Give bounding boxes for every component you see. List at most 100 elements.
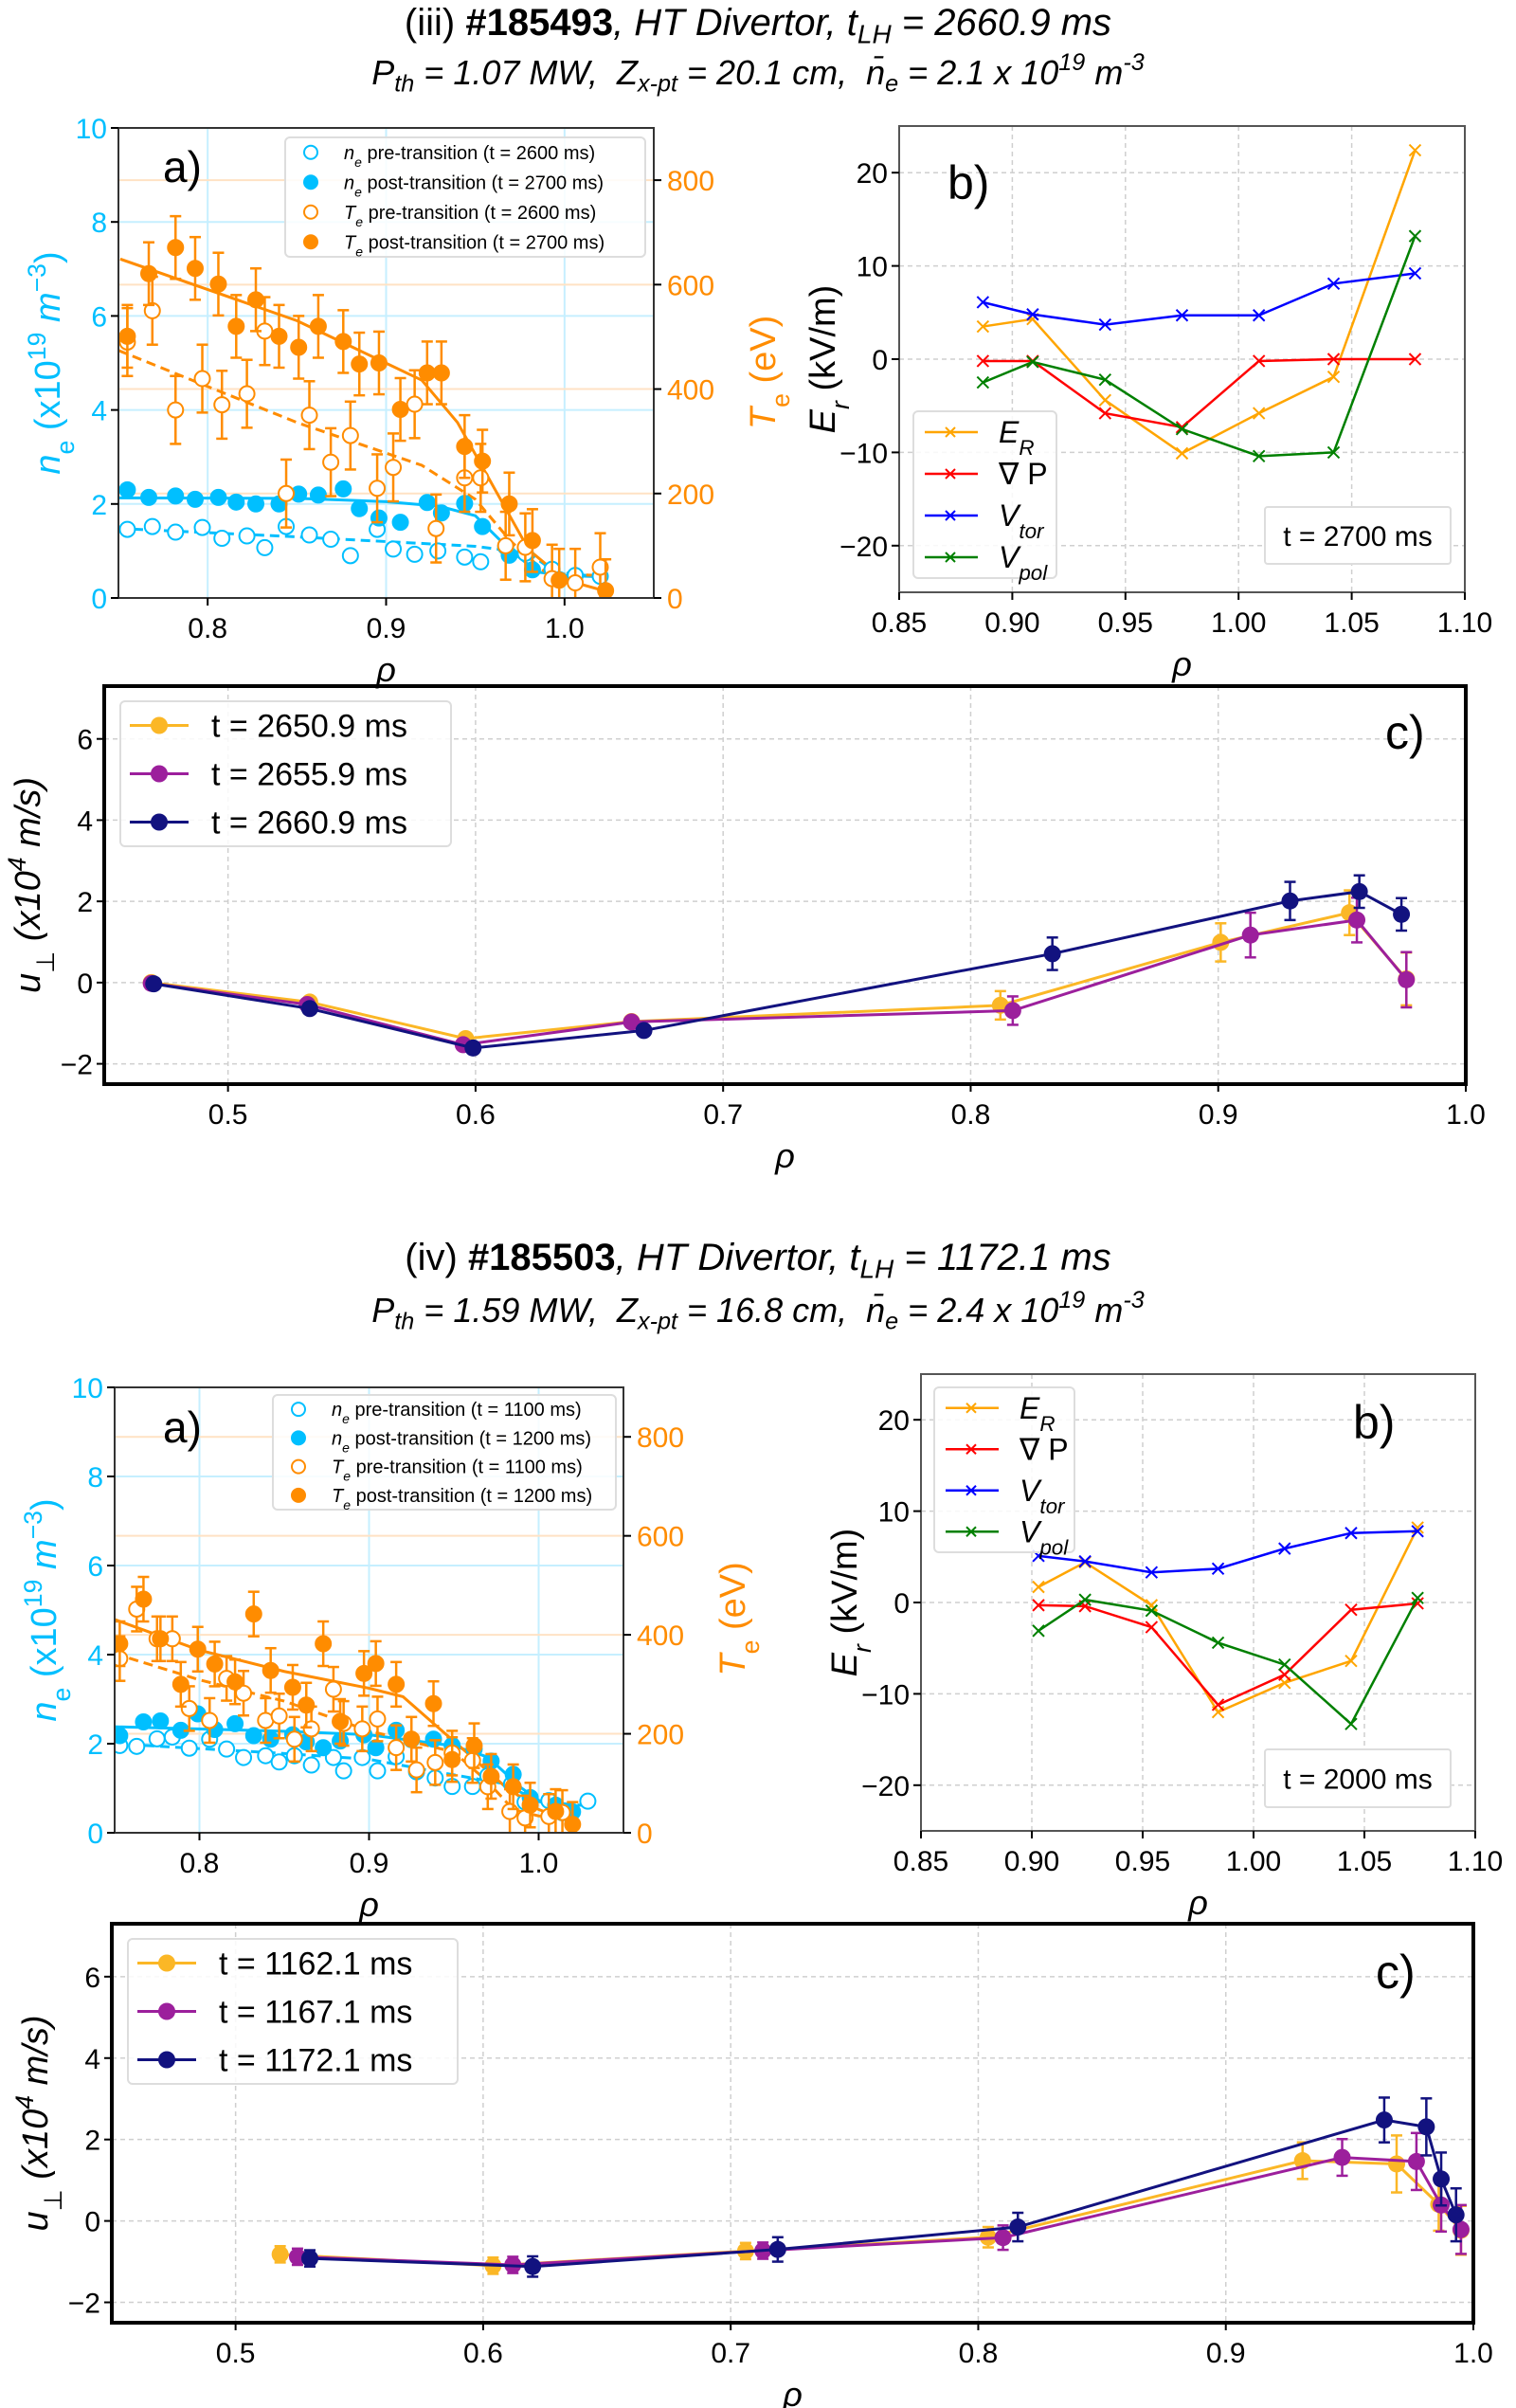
data-point: [171, 1675, 190, 1693]
x-tick-label: 1.0: [545, 613, 585, 644]
y-right-axis-label-part: T: [713, 1652, 753, 1676]
data-point: [1393, 905, 1411, 923]
x-marker: [1326, 445, 1341, 460]
data-point: [270, 327, 288, 345]
legend-frame: [119, 700, 452, 847]
y-tick-label: 0: [77, 969, 93, 1000]
series-1: [1032, 1597, 1424, 1711]
y-axis-label-part: n: [28, 454, 68, 474]
x-axis-label: ρ: [358, 1885, 379, 1924]
title-segment: = 1172.1 ms: [893, 1237, 1111, 1278]
y-axis-label-part: m/s): [16, 2015, 56, 2094]
plot-area: [899, 126, 1465, 592]
data-point: [1043, 945, 1061, 963]
legend-marker: [945, 468, 956, 480]
data-point: [1348, 911, 1366, 929]
y-tick-label: −20: [861, 1771, 910, 1802]
x-marker: [1026, 355, 1039, 369]
series-0: [1032, 1521, 1424, 1719]
title-segment: , HT Divertor, t: [615, 1237, 860, 1278]
y-axis-label-part: 4: [3, 857, 31, 871]
y-right-tick-label: 200: [637, 1720, 684, 1751]
x-tick-label: 0.9: [1206, 2338, 1246, 2369]
series-line: [280, 2159, 1463, 2268]
series-0: [271, 2134, 1470, 2275]
data-point: [135, 1590, 153, 1608]
y-axis-label-part: m/s): [9, 777, 48, 857]
data-point: [403, 1730, 421, 1748]
x-tick-label: 0.6: [463, 2338, 503, 2369]
x-tick-label: 1.10: [1437, 607, 1492, 639]
panel-label: a): [163, 142, 202, 191]
title-segment: , HT Divertor, t: [613, 2, 857, 44]
x-marker: [1145, 1603, 1159, 1618]
y-tick-label: 2: [91, 490, 107, 521]
y-tick-label: 2: [77, 887, 93, 918]
x-tick-label: 0.6: [456, 1099, 496, 1131]
panel-label: a): [163, 1403, 202, 1452]
data-point: [145, 975, 163, 993]
data-point: [1407, 2152, 1425, 2170]
x-marker: [1408, 353, 1422, 366]
x-marker: [1252, 354, 1266, 368]
y-axis-label-part: ⊥: [31, 951, 60, 973]
x-marker: [1145, 1620, 1159, 1634]
data-point: [504, 1778, 522, 1796]
data-point: [148, 1729, 166, 1747]
title-segment: (iv): [405, 1237, 468, 1278]
data-point: [115, 1635, 129, 1653]
x-tick-label: 0.7: [711, 2338, 750, 2369]
data-point: [143, 517, 161, 535]
data-point: [443, 1750, 461, 1768]
legend-marker: [151, 813, 168, 831]
legend-frame: [284, 136, 646, 258]
x-tick-label: 0.8: [188, 613, 227, 644]
series-0: [976, 143, 1422, 461]
data-point: [623, 1013, 641, 1031]
panel-label: b): [1353, 1396, 1395, 1449]
legend-label-part: pol: [1018, 561, 1048, 585]
plot-area: [104, 686, 1466, 1084]
data-point: [300, 1000, 318, 1018]
y-axis-label-part: E: [803, 408, 843, 433]
x-tick-label: 0.8: [180, 1848, 220, 1879]
panel-label: c): [1376, 1946, 1416, 1999]
legend-label-part: n: [344, 172, 354, 193]
data-point: [1433, 2170, 1451, 2188]
legend-label-part: e: [354, 184, 362, 199]
subtitle-segment: x-pt: [638, 70, 678, 98]
data-point: [140, 264, 158, 282]
legend: t = 1162.1 ms t = 1167.1 ms t = 1172.1 ms: [127, 1938, 459, 2085]
legend-marker: [158, 2002, 175, 2020]
data-point: [186, 260, 204, 278]
data-point: [270, 1753, 288, 1771]
x-marker: [1345, 1527, 1358, 1540]
x-marker: [1175, 309, 1189, 322]
data-point: [332, 1712, 350, 1730]
data-point: [300, 407, 318, 425]
data-point: [579, 1792, 597, 1810]
legend-label-part: E: [1020, 1391, 1040, 1425]
data-point: [1350, 882, 1368, 900]
x-tick-label: 1.0: [1453, 2338, 1493, 2369]
data-point: [341, 426, 359, 444]
legend-label-part: e: [342, 1411, 350, 1426]
legend-marker: [303, 234, 318, 250]
title-segment: LH: [859, 1254, 894, 1284]
legend-label-part: post-transition (t = 1200 ms): [350, 1428, 591, 1449]
x-tick-label: 0.9: [367, 613, 406, 644]
series-0: [142, 889, 1416, 1047]
y-right-axis-label-part: e: [767, 393, 795, 407]
data-point: [1417, 2118, 1435, 2136]
y-tick-label: 4: [84, 2044, 100, 2075]
data-point: [288, 2248, 306, 2266]
x-tick-label: 1.00: [1211, 607, 1266, 639]
data-point: [118, 480, 136, 498]
data-point: [209, 488, 227, 506]
chart-panel-1: 0.8 0.9 1.0 0 2 4 6 8 10 0 200 400 600 800 ρ ne (x1019 …: [23, 114, 795, 689]
subtitle-segment: th: [394, 1308, 415, 1335]
legend-label-part: post-transition (t = 2700 ms): [363, 232, 605, 253]
data-point: [302, 1756, 320, 1774]
series-line: [297, 2156, 1463, 2267]
y-tick-label: −20: [839, 532, 888, 563]
